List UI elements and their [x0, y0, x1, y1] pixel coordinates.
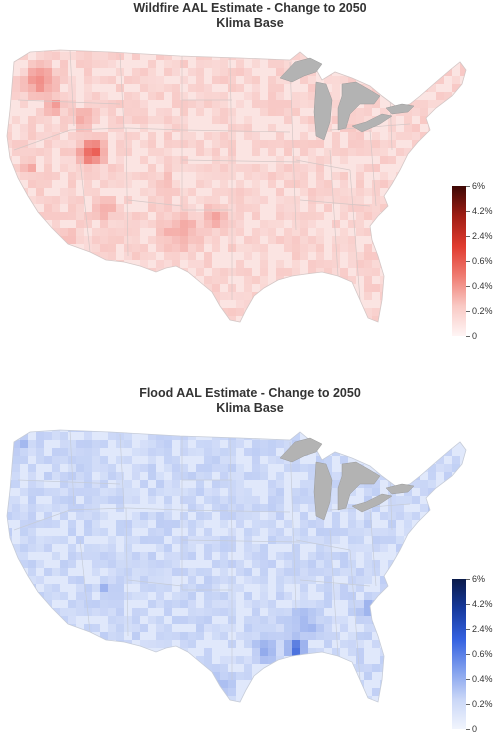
legend-tick — [466, 679, 470, 680]
wildfire-title-line2: Klima Base — [216, 16, 284, 30]
wildfire-us-map — [6, 49, 467, 323]
wildfire-title-line1: Wildfire AAL Estimate - Change to 2050 — [133, 1, 367, 15]
legend-label: 0 — [472, 331, 478, 341]
legend-tick — [466, 579, 470, 580]
legend-tick — [466, 654, 470, 655]
legend-label: 4.2% — [472, 206, 493, 216]
legend-tick — [466, 704, 470, 705]
legend-label: 0.4% — [472, 674, 493, 684]
wildfire-legend-colorbar — [452, 186, 466, 336]
great-lake-2 — [313, 81, 333, 141]
flood-legend-colorbar — [452, 579, 466, 729]
great-lake-5 — [385, 103, 415, 115]
flood-title-line2: Klima Base — [216, 401, 284, 415]
flood-map-panel: Flood AAL Estimate - Change to 2050 Klim… — [0, 380, 500, 742]
legend-label: 6% — [472, 574, 486, 584]
legend-tick — [466, 286, 470, 287]
legend-tick — [466, 186, 470, 187]
legend-tick — [466, 236, 470, 237]
legend-label: 6% — [472, 181, 486, 191]
flood-map-title: Flood AAL Estimate - Change to 2050 Klim… — [0, 386, 500, 416]
legend-tick — [466, 311, 470, 312]
great-lake-1 — [279, 57, 323, 83]
legend-label: 2.4% — [472, 231, 493, 241]
legend-label: 0.2% — [472, 306, 493, 316]
great-lake-4 — [351, 493, 393, 513]
legend-label: 4.2% — [472, 599, 493, 609]
legend-label: 0 — [472, 724, 478, 734]
legend-tick — [466, 604, 470, 605]
flood-title-line1: Flood AAL Estimate - Change to 2050 — [139, 386, 361, 400]
legend-label: 0.6% — [472, 256, 493, 266]
great-lake-4 — [351, 113, 393, 133]
legend-label: 2.4% — [472, 624, 493, 634]
great-lake-5 — [385, 483, 415, 495]
wildfire-map-panel: Wildfire AAL Estimate - Change to 2050 K… — [0, 0, 500, 370]
great-lake-3 — [337, 461, 381, 511]
flood-us-map — [6, 429, 467, 703]
legend-tick — [466, 729, 470, 730]
great-lake-3 — [337, 81, 381, 131]
great-lake-2 — [313, 461, 333, 521]
wildfire-map-title: Wildfire AAL Estimate - Change to 2050 K… — [0, 1, 500, 31]
legend-tick — [466, 629, 470, 630]
great-lake-1 — [279, 437, 323, 463]
legend-tick — [466, 261, 470, 262]
legend-label: 0.2% — [472, 699, 493, 709]
legend-tick — [466, 336, 470, 337]
legend-label: 0.4% — [472, 281, 493, 291]
legend-tick — [466, 211, 470, 212]
legend-label: 0.6% — [472, 649, 493, 659]
